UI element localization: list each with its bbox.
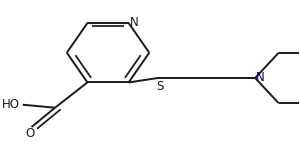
Text: N: N [256, 71, 265, 84]
Text: S: S [156, 80, 163, 93]
Text: HO: HO [2, 98, 20, 111]
Text: O: O [26, 127, 35, 140]
Text: N: N [130, 16, 138, 30]
